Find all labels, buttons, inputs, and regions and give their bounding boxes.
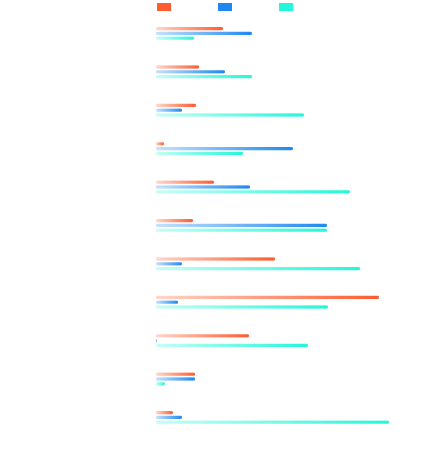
legend [157, 3, 293, 11]
plot-area [156, 27, 389, 424]
legend-swatch-2 [218, 3, 232, 11]
bar-cat1-series1 [156, 27, 223, 30]
bar-cat7-series2 [156, 262, 182, 265]
bar-cat11-series1 [156, 411, 173, 414]
bar-cat2-series2 [156, 70, 225, 73]
bar-cat8-series2 [156, 301, 178, 304]
bar-cat4-series2 [156, 147, 293, 150]
bar-cat4-series3 [156, 152, 243, 155]
bar-cat7-series1 [156, 257, 275, 260]
legend-swatch-1 [157, 3, 171, 11]
bar-cat7-series3 [156, 267, 360, 270]
bar-cat3-series3 [156, 113, 304, 116]
bar-cat2-series3 [156, 75, 252, 78]
bar-cat11-series2 [156, 416, 182, 419]
bar-cat3-series1 [156, 104, 196, 107]
bar-cat3-series2 [156, 109, 182, 112]
bar-cat5-series2 [156, 185, 250, 188]
bar-cat9-series1 [156, 334, 249, 337]
bar-cat9-series3 [156, 344, 308, 347]
bar-cat1-series3 [156, 37, 194, 40]
bar-cat9-series2 [156, 339, 157, 342]
bar-cat6-series2 [156, 224, 327, 227]
bar-cat8-series1 [156, 296, 379, 299]
bar-cat10-series3 [156, 382, 165, 385]
bar-cat1-series2 [156, 32, 252, 35]
bar-cat10-series2 [156, 377, 195, 380]
bar-cat4-series1 [156, 142, 164, 145]
bar-cat5-series3 [156, 190, 350, 193]
bar-cat6-series1 [156, 219, 193, 222]
bar-cat11-series3 [156, 421, 389, 424]
bar-cat5-series1 [156, 181, 214, 184]
bar-cat2-series1 [156, 65, 199, 68]
bar-cat10-series1 [156, 373, 195, 376]
legend-swatch-3 [279, 3, 293, 11]
bar-cat8-series3 [156, 305, 328, 308]
bar-cat6-series3 [156, 229, 327, 232]
